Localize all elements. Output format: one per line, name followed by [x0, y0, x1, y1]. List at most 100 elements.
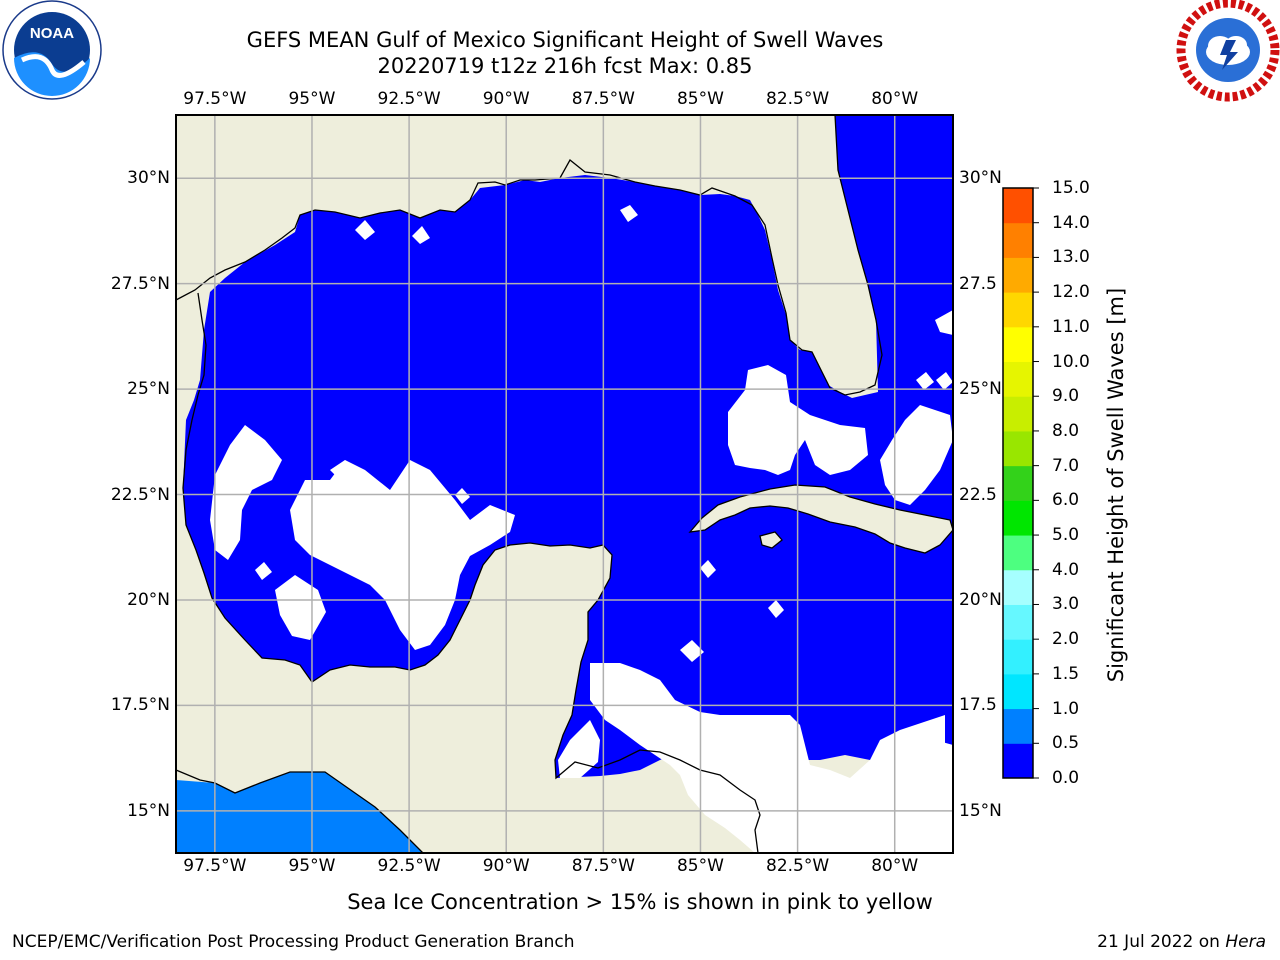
noaa-logo: NOAA	[2, 0, 102, 100]
colorbar-band-5	[1003, 569, 1033, 605]
isle-of-youth	[759, 531, 783, 549]
lat-tick-right-2: 25°N	[959, 379, 1002, 400]
colorbar-band-0	[1003, 743, 1033, 779]
coast-pacific	[175, 769, 424, 854]
lon-tick-bottom-4: 87.5°W	[571, 856, 635, 876]
colorbar-tick-0: 0.0	[1052, 768, 1080, 788]
colorbar-tick-17: 15.0	[1052, 178, 1090, 198]
lat-tick-left-6: 15°N	[127, 800, 170, 821]
lon-tick-top-4: 87.5°W	[571, 89, 635, 109]
colorbar-tick-15: 13.0	[1052, 247, 1090, 268]
colorbar-tick-10: 8.0	[1052, 420, 1080, 441]
colorbar-tick-12: 10.0	[1052, 351, 1090, 372]
lat-tick-left-5: 17.5°N	[110, 695, 170, 716]
colorbar-band-15	[1003, 222, 1033, 258]
nodata-belize	[558, 720, 600, 778]
nodata-patch-b	[620, 205, 638, 222]
nodata-honduras-coast	[590, 663, 953, 853]
colorbar-band-11	[1003, 361, 1033, 397]
nodata-cayman-b	[768, 600, 784, 618]
nodata-cayman-c	[680, 640, 704, 662]
footer-credit: NCEP/EMC/Verification Post Processing Pr…	[12, 932, 575, 952]
colorbar-tick-11: 9.0	[1052, 386, 1080, 407]
nodata-west-gulf	[210, 425, 282, 560]
nodata-bahamas	[880, 405, 953, 505]
nodata-cayman-a	[700, 560, 716, 578]
colorbar-frame	[1002, 187, 1034, 779]
colorbar-band-2	[1003, 673, 1033, 710]
colorbar-tick-4: 2.0	[1052, 629, 1080, 650]
lon-tick-bottom-5: 85°W	[676, 856, 724, 876]
colorbar-band-13	[1003, 292, 1033, 328]
lat-tick-right-3: 22.5	[959, 484, 997, 505]
colorbar-tick-3: 1.5	[1052, 663, 1080, 684]
colorbar-band-3	[1003, 639, 1033, 675]
colorbar-band-12	[1003, 326, 1033, 363]
map-frame	[175, 114, 954, 854]
nodata-east-coast-patch	[915, 740, 953, 775]
nodata-patch-d	[355, 220, 375, 240]
lat-tick-right-0: 30°N	[959, 168, 1002, 189]
colorbar-band-4	[1003, 604, 1033, 640]
colorbar-band-10	[1003, 396, 1033, 432]
colorbar-tick-16: 14.0	[1052, 212, 1090, 233]
map-gridlines	[176, 115, 953, 853]
lon-tick-top-2: 92.5°W	[377, 89, 441, 109]
lat-tick-left-1: 27.5°N	[110, 273, 170, 294]
coast-us-mexico	[175, 114, 883, 396]
map-title: GEFS MEAN Gulf of Mexico Significant Hei…	[246, 28, 884, 52]
nodata-central-gulf	[290, 460, 515, 650]
nodata-patch-c	[255, 562, 272, 580]
colorbar-band-7	[1003, 500, 1033, 536]
lat-tick-right-4: 20°N	[959, 589, 1002, 610]
lon-tick-top-1: 95°W	[288, 89, 336, 109]
colorbar-band-9	[1003, 430, 1033, 467]
colorbar-tick-9: 7.0	[1052, 455, 1080, 476]
nodata-patch-a	[330, 460, 352, 478]
footer-host: Hera	[1225, 932, 1266, 952]
footer-date-text: 21 Jul 2022 on	[1097, 932, 1226, 952]
lat-tick-left-3: 22.5°N	[110, 484, 170, 505]
colorbar-band-16	[1003, 188, 1033, 224]
colorbar-tick-2: 1.0	[1052, 698, 1080, 719]
lat-tick-right-5: 17.5	[959, 695, 997, 716]
coastlines	[175, 114, 883, 854]
lon-tick-bottom-3: 90°W	[482, 856, 530, 876]
lon-tick-bottom-0: 97.5°W	[183, 856, 247, 876]
footer-date: 21 Jul 2022 on Hera	[1097, 932, 1266, 952]
nodata-patch-f	[455, 488, 470, 504]
map-subtitle: 20220719 t12z 216h fcst Max: 0.85	[377, 54, 753, 78]
lat-tick-right-6: 15°N	[959, 800, 1002, 821]
lon-tick-bottom-1: 95°W	[288, 856, 336, 876]
sea-ice-note: Sea Ice Concentration > 15% is shown in …	[347, 890, 933, 914]
lon-tick-top-0: 97.5°W	[183, 89, 247, 109]
colorbar-band-1	[1003, 708, 1033, 744]
colorbar-tick-8: 6.0	[1052, 490, 1080, 511]
colorbar-band-8	[1003, 465, 1033, 501]
cuba-land	[688, 484, 954, 554]
colorbar-tick-5: 3.0	[1052, 594, 1080, 615]
colorbar-tick-1: 0.5	[1052, 733, 1080, 754]
lon-tick-bottom-6: 82.5°W	[766, 856, 830, 876]
colorbar-band-14	[1003, 257, 1033, 293]
nodata-sw-gulf	[275, 575, 326, 640]
nodata-patch-e	[412, 226, 430, 244]
lon-tick-top-7: 80°W	[871, 89, 919, 109]
lat-tick-left-4: 20°N	[127, 589, 170, 610]
colorbar-tick-6: 4.0	[1052, 559, 1080, 580]
colorbar-tick-13: 11.0	[1052, 316, 1090, 337]
lon-tick-top-3: 90°W	[482, 89, 530, 109]
colorbar-band-6	[1003, 535, 1033, 571]
nws-logo	[1176, 0, 1280, 102]
noaa-logo-text: NOAA	[30, 25, 74, 42]
lon-tick-top-6: 82.5°W	[766, 89, 830, 109]
lon-tick-bottom-2: 92.5°W	[377, 856, 441, 876]
nodata-atlantic-c	[935, 310, 953, 335]
lat-tick-right-1: 27.5	[959, 273, 997, 294]
lon-tick-bottom-7: 80°W	[871, 856, 919, 876]
lat-tick-left-2: 25°N	[127, 379, 170, 400]
swell-field-gulf	[183, 115, 953, 778]
coast-mexico-west-gulf	[182, 292, 761, 854]
